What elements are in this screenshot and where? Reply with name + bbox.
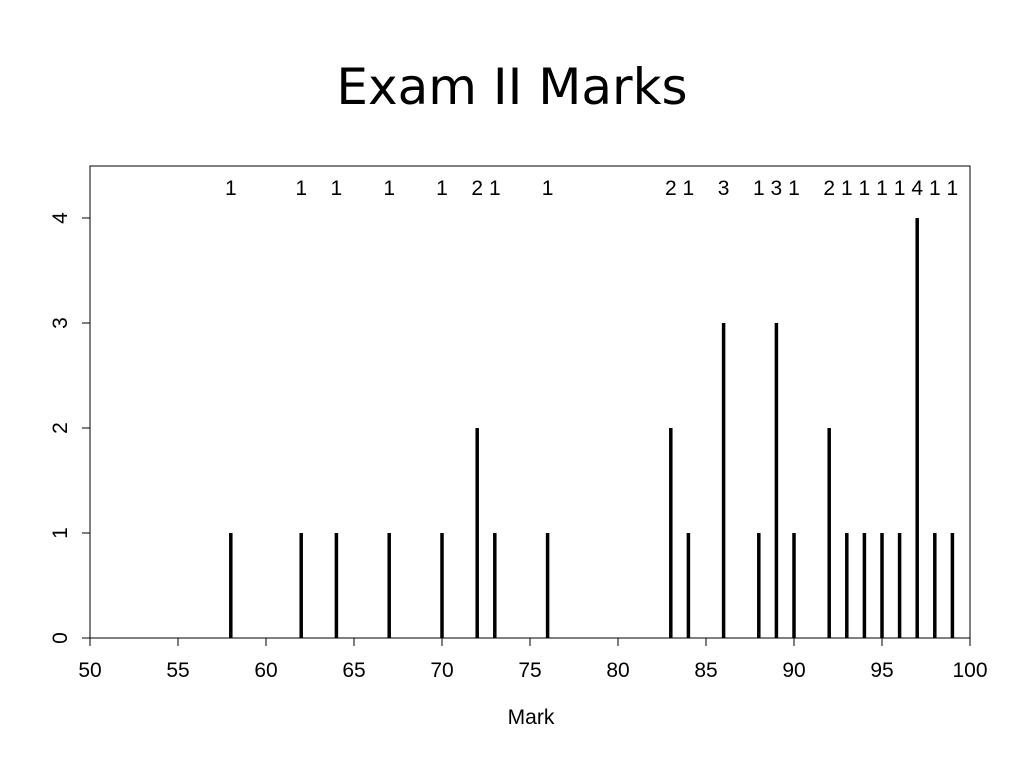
y-tick-label: 2 [49, 422, 72, 434]
count-label: 1 [542, 177, 554, 200]
x-tick-label: 65 [342, 659, 365, 682]
x-tick-label: 55 [166, 659, 189, 682]
y-tick-label: 0 [49, 632, 72, 644]
count-label: 4 [911, 177, 923, 200]
count-label: 1 [383, 177, 395, 200]
x-axis: 50 55 60 65 70 75 80 85 90 95 100 [78, 638, 988, 682]
count-label: 1 [788, 177, 800, 200]
y-axis: 0 1 2 3 4 [49, 212, 90, 644]
x-tick-label: 100 [952, 659, 987, 682]
count-label: 2 [823, 177, 835, 200]
count-label: 1 [436, 177, 448, 200]
x-tick-label: 90 [782, 659, 805, 682]
y-tick-label: 4 [49, 212, 72, 224]
count-label: 1 [225, 177, 237, 200]
x-axis-title: Mark [508, 706, 555, 729]
slide-title: Exam II Marks [336, 58, 688, 116]
count-label: 2 [665, 177, 677, 200]
count-label: 1 [947, 177, 959, 200]
x-tick-label: 60 [254, 659, 277, 682]
count-label: 3 [771, 177, 783, 200]
count-label: 1 [841, 177, 853, 200]
y-tick-label: 3 [49, 317, 72, 329]
x-tick-label: 50 [78, 659, 101, 682]
count-label: 1 [929, 177, 941, 200]
count-label: 1 [859, 177, 871, 200]
count-label: 1 [876, 177, 888, 200]
count-label: 1 [894, 177, 906, 200]
x-tick-label: 95 [870, 659, 893, 682]
count-label: 1 [295, 177, 307, 200]
x-tick-label: 80 [606, 659, 629, 682]
x-tick-label: 75 [518, 659, 541, 682]
plot-frame [89, 165, 971, 639]
count-label: 3 [718, 177, 730, 200]
count-label: 1 [331, 177, 343, 200]
x-tick-label: 70 [430, 659, 453, 682]
x-tick-label: 85 [694, 659, 717, 682]
bars [229, 218, 955, 638]
count-label: 1 [683, 177, 695, 200]
count-label: 1 [489, 177, 501, 200]
y-tick-label: 1 [49, 527, 72, 539]
count-label: 1 [753, 177, 765, 200]
count-label: 2 [471, 177, 483, 200]
